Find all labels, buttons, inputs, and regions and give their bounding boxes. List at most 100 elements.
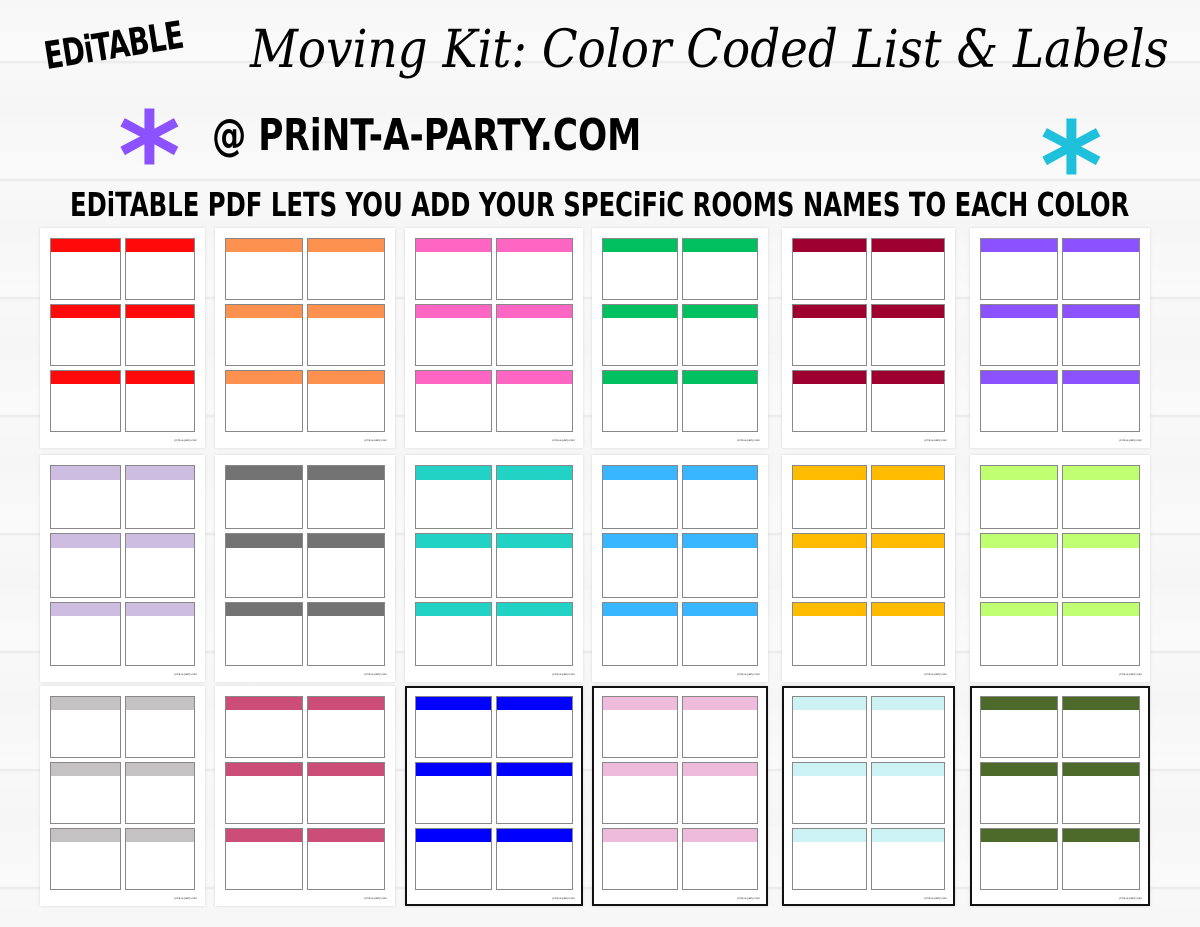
label-color-bar: [125, 763, 194, 777]
label-color-bar: [871, 602, 944, 617]
label-sheet: print-a-party.com: [970, 455, 1150, 682]
label-color-bar: [51, 239, 120, 253]
label-color-bar: [497, 239, 572, 253]
moving-label: [682, 465, 758, 530]
label-color-bar: [683, 763, 757, 777]
moving-label: [792, 696, 867, 758]
label-color-bar: [51, 602, 120, 617]
footer-credit: print-a-party.com: [174, 896, 197, 900]
moving-label: [496, 370, 573, 432]
label-color-bar: [226, 697, 302, 711]
label-color-bar: [226, 466, 302, 480]
label-color-bar: [51, 371, 120, 385]
moving-label: [1062, 828, 1140, 890]
moving-label: [496, 304, 573, 366]
moving-label: [682, 238, 758, 300]
moving-label: [870, 601, 945, 666]
label-color-bar: [226, 829, 302, 843]
moving-label: [50, 465, 121, 530]
label-color-bar: [226, 534, 302, 549]
label-sheet: print-a-party.com: [405, 686, 583, 906]
moving-label: [307, 238, 385, 300]
moving-label: [50, 304, 121, 366]
label-color-bar: [226, 602, 302, 617]
label-color-bar: [871, 534, 944, 549]
tagline: EDiTABLE PDF LETS YOU ADD YOUR SPECiFiC …: [70, 185, 1130, 224]
label-color-bar: [308, 466, 384, 480]
moving-label: [50, 533, 121, 598]
asterisk-icon: *: [1040, 98, 1103, 237]
label-color-bar: [981, 239, 1057, 253]
label-color-bar: [603, 763, 677, 777]
label-color-bar: [981, 763, 1057, 777]
label-color-bar: [416, 534, 491, 549]
label-color-bar: [125, 239, 194, 253]
label-color-bar: [1063, 371, 1139, 385]
label-color-bar: [871, 763, 944, 777]
label-color-bar: [793, 697, 866, 711]
footer-credit: print-a-party.com: [1119, 896, 1142, 900]
label-sheet: print-a-party.com: [592, 455, 768, 682]
label-color-bar: [683, 239, 757, 253]
label-color-bar: [51, 697, 120, 711]
moving-label: [1062, 304, 1140, 366]
label-color-bar: [683, 466, 757, 480]
moving-label: [496, 465, 573, 530]
moving-label: [307, 762, 385, 824]
moving-label: [980, 370, 1058, 432]
label-color-bar: [1063, 602, 1139, 617]
label-color-bar: [1063, 829, 1139, 843]
moving-label: [225, 762, 303, 824]
label-color-bar: [1063, 534, 1139, 549]
moving-label: [496, 828, 573, 890]
label-sheet: print-a-party.com: [40, 228, 205, 448]
moving-label: [50, 828, 121, 890]
label-color-bar: [308, 239, 384, 253]
moving-label: [415, 828, 492, 890]
footer-credit: print-a-party.com: [552, 896, 575, 900]
label-color-bar: [981, 534, 1057, 549]
moving-label: [415, 370, 492, 432]
label-color-bar: [1063, 763, 1139, 777]
footer-credit: print-a-party.com: [1119, 438, 1142, 442]
moving-label: [1062, 533, 1140, 598]
footer-credit: print-a-party.com: [924, 438, 947, 442]
label-sheet: print-a-party.com: [405, 228, 583, 448]
moving-label: [50, 370, 121, 432]
label-color-bar: [125, 466, 194, 480]
label-color-bar: [308, 697, 384, 711]
moving-label: [225, 370, 303, 432]
moving-label: [870, 828, 945, 890]
footer-credit: print-a-party.com: [364, 896, 387, 900]
moving-label: [792, 601, 867, 666]
label-sheet: print-a-party.com: [970, 686, 1150, 906]
label-color-bar: [603, 466, 677, 480]
label-color-bar: [793, 466, 866, 480]
moving-label: [870, 465, 945, 530]
moving-label: [124, 828, 195, 890]
moving-label: [792, 465, 867, 530]
label-color-bar: [51, 466, 120, 480]
moving-label: [870, 762, 945, 824]
moving-label: [307, 370, 385, 432]
moving-label: [870, 533, 945, 598]
label-color-bar: [683, 371, 757, 385]
label-color-bar: [125, 697, 194, 711]
footer-credit: print-a-party.com: [174, 438, 197, 442]
moving-label: [50, 696, 121, 758]
moving-label: [602, 370, 678, 432]
moving-label: [225, 465, 303, 530]
label-color-bar: [793, 602, 866, 617]
label-color-bar: [416, 829, 491, 843]
label-color-bar: [981, 697, 1057, 711]
moving-label: [792, 762, 867, 824]
label-sheet: print-a-party.com: [40, 455, 205, 682]
moving-label: [124, 696, 195, 758]
label-color-bar: [226, 239, 302, 253]
footer-credit: print-a-party.com: [737, 672, 760, 676]
footer-credit: print-a-party.com: [737, 438, 760, 442]
asterisk-icon: *: [118, 88, 181, 227]
label-color-bar: [497, 602, 572, 617]
label-color-bar: [308, 305, 384, 319]
label-color-bar: [1063, 305, 1139, 319]
